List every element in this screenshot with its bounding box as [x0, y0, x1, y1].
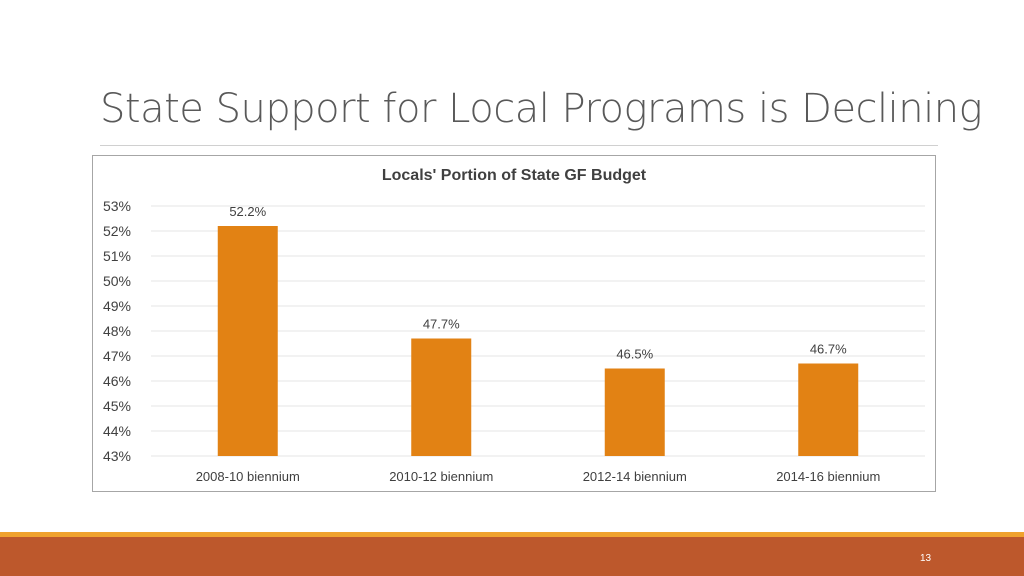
y-tick-label: 46% [103, 373, 131, 389]
bar [798, 363, 859, 456]
category-label: 2008-10 biennium [196, 469, 300, 484]
category-label: 2014-16 biennium [776, 469, 880, 484]
footer-accent-line [0, 532, 1024, 537]
chart-frame: Locals' Portion of State GF Budget 43% 44… [92, 155, 936, 492]
chart-title: Locals' Portion of State GF Budget [381, 167, 647, 184]
slide-title: State Support for Local Programs is Decl… [100, 86, 983, 132]
data-label: 47.7% [423, 317, 460, 332]
data-label: 46.5% [616, 347, 653, 362]
y-tick-label: 52% [103, 223, 131, 239]
category-label: 2010-12 biennium [389, 469, 493, 484]
data-label: 52.2% [229, 204, 266, 219]
y-tick-label: 53% [103, 198, 131, 214]
title-divider [100, 145, 938, 146]
y-tick-label: 43% [103, 448, 131, 464]
footer-bar [0, 537, 1024, 576]
y-tick-label: 47% [103, 348, 131, 364]
page-number: 13 [920, 553, 932, 564]
y-tick-label: 50% [103, 273, 131, 289]
y-tick-label: 44% [103, 423, 131, 439]
y-tick-label: 48% [103, 323, 131, 339]
data-label: 46.7% [810, 342, 847, 357]
bar [604, 368, 665, 456]
y-tick-label: 49% [103, 298, 131, 314]
category-label: 2012-14 biennium [583, 469, 687, 484]
bar [411, 338, 472, 456]
bar [217, 226, 278, 456]
y-tick-label: 45% [103, 398, 131, 414]
y-tick-label: 51% [103, 248, 131, 264]
bar-chart: 43% 44% 45% 46% 47% 48% 49% 50% 51% 52% 53% 52.2% 20… [103, 198, 925, 484]
